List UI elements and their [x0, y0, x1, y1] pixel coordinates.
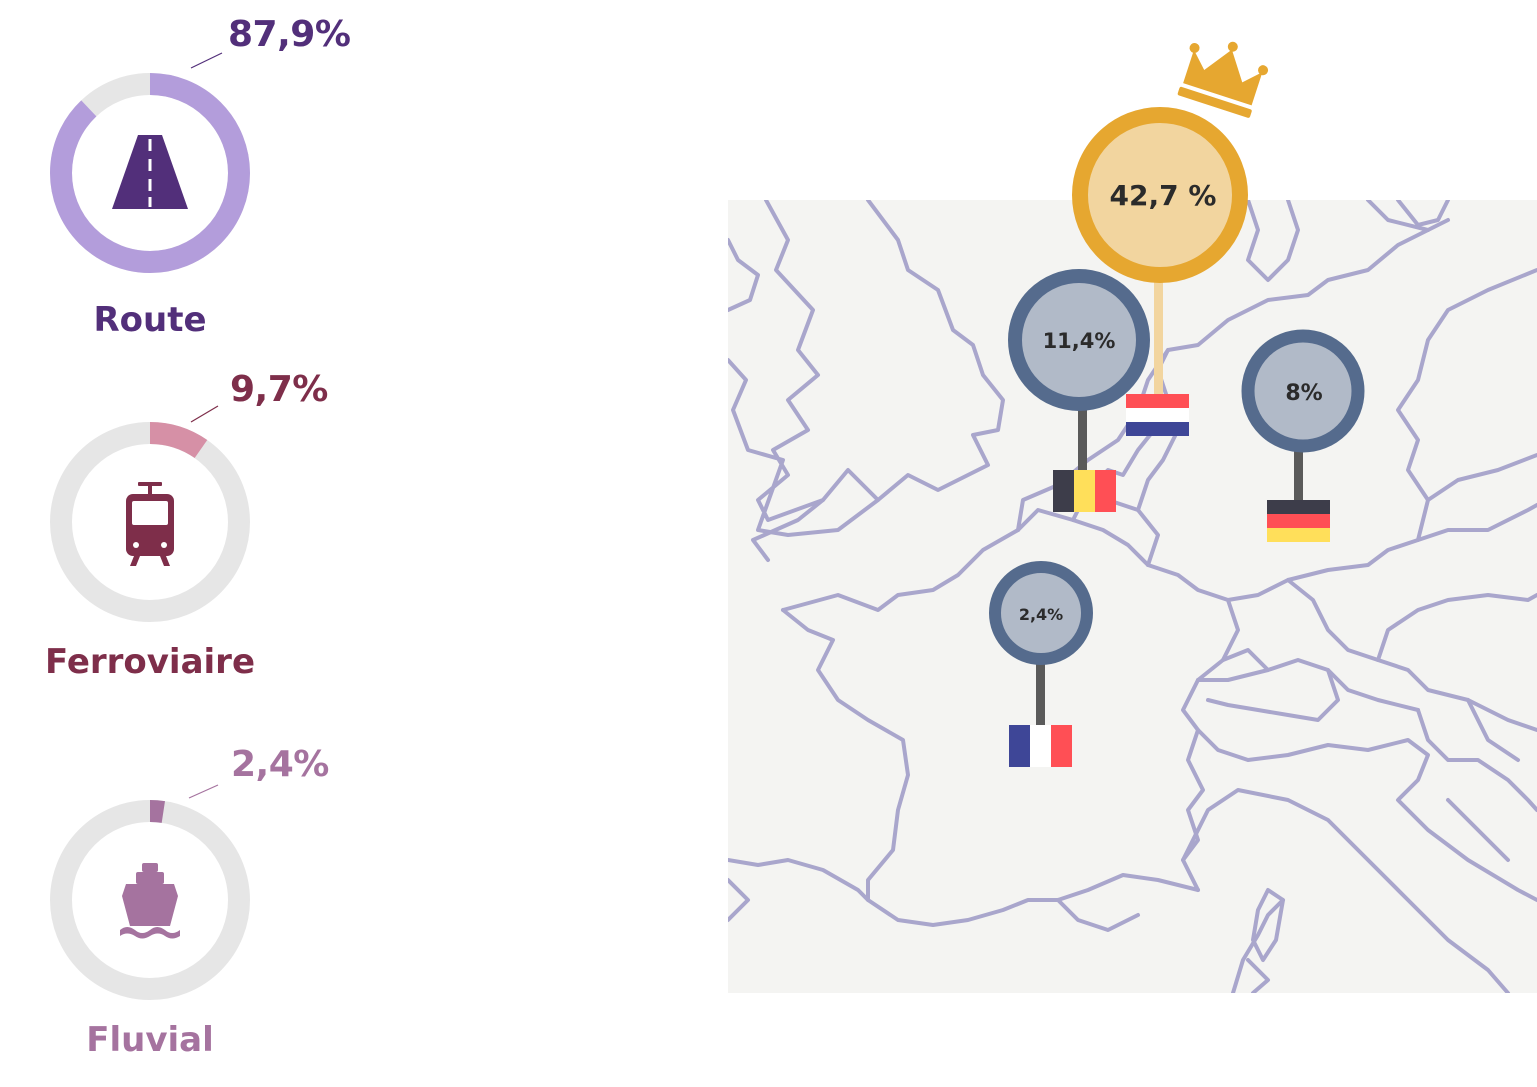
germany-flag-icon	[1267, 500, 1330, 542]
ferroviaire-percent: 9,7%	[230, 369, 328, 410]
fluvial-percent: 2,4%	[231, 744, 329, 785]
france-share: 2,4%	[1019, 605, 1063, 624]
belgium-share: 11,4%	[1043, 329, 1116, 353]
germany-share: 8%	[1285, 381, 1322, 406]
ferroviaire-donut	[50, 422, 250, 622]
fluvial-leader-line	[188, 784, 219, 799]
ferroviaire-label: Ferroviaire	[44, 642, 256, 682]
pin-netherlands: 42,7 %	[1072, 41, 1269, 436]
route-percent: 87,9%	[228, 14, 351, 55]
netherlands-share: 42,7 %	[1110, 179, 1217, 212]
fluvial-donut	[50, 800, 250, 1000]
belgium-flag-icon	[1053, 470, 1116, 512]
netherlands-flag-icon	[1126, 394, 1189, 436]
route-donut	[50, 73, 250, 273]
tram-icon	[126, 482, 174, 566]
france-flag-icon	[1009, 725, 1072, 767]
fluvial-label: Fluvial	[86, 1020, 214, 1060]
pin-belgium: 11,4%	[1008, 269, 1150, 512]
road-icon	[112, 135, 188, 209]
pin-germany: 8%	[1241, 329, 1365, 542]
pin-france: 2,4%	[989, 561, 1093, 767]
crown-icon	[1177, 41, 1269, 118]
route-label: Route	[93, 300, 207, 340]
route-leader-line	[190, 52, 223, 69]
ship-icon	[120, 863, 180, 939]
ferroviaire-leader-line	[190, 405, 219, 423]
